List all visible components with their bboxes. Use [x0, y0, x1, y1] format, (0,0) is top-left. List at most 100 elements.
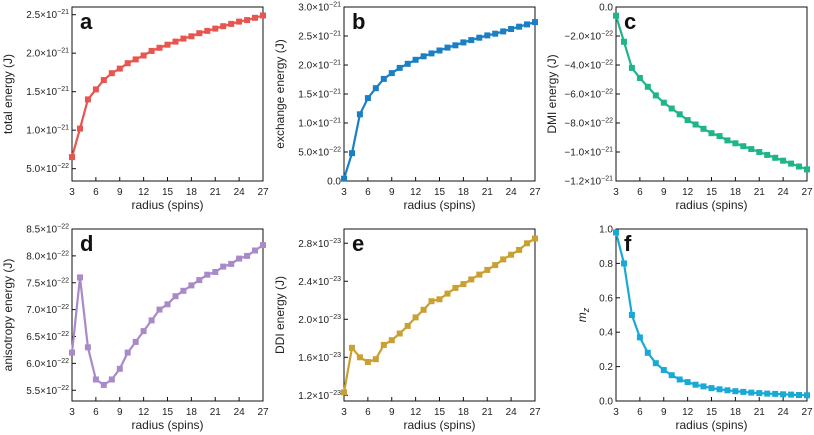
data-point: [716, 386, 723, 393]
data-point: [388, 70, 395, 77]
data-point: [684, 117, 691, 124]
data-point: [156, 44, 163, 51]
y-tick-label: 5.0×10−22: [26, 163, 69, 175]
data-point: [420, 53, 427, 60]
data-point: [476, 271, 483, 278]
data-point: [212, 269, 219, 275]
data-point: [92, 376, 99, 383]
data-point: [341, 389, 347, 396]
data-point: [108, 70, 115, 77]
data-point: [532, 235, 538, 242]
data-point: [764, 390, 771, 397]
data-point: [684, 379, 691, 386]
data-point: [164, 41, 171, 48]
x-tick-label: 24: [234, 187, 246, 198]
data-point: [356, 111, 363, 118]
x-tick-label: 12: [138, 407, 150, 418]
data-point: [100, 77, 107, 84]
data-point: [116, 365, 123, 372]
y-axis-label: mz: [575, 307, 591, 322]
y-tick-label: −8.0×10−22: [564, 118, 613, 130]
x-axis-label: radius (spins): [675, 198, 747, 212]
y-tick-label: 0.0: [599, 3, 613, 14]
x-tick-label: 9: [661, 187, 667, 198]
panel-d: 3 6 9 12 15 18 21 24 27 5.5×10−22 6.0×10−22 6.5×10−…: [1, 224, 269, 433]
x-axis-label: radius (spins): [403, 418, 475, 432]
data-point: [172, 293, 179, 300]
x-tick-label: 24: [778, 407, 790, 418]
data-point: [228, 20, 235, 27]
x-tick-label: 24: [234, 407, 246, 418]
series-line: [342, 21, 536, 180]
data-point: [260, 12, 266, 19]
data-point: [236, 18, 243, 25]
series-line: [70, 14, 264, 158]
data-point: [428, 50, 435, 57]
y-axis-label: total energy (J): [1, 54, 15, 134]
data-point: [724, 387, 731, 394]
data-point: [252, 247, 258, 254]
data-point: [148, 47, 155, 54]
data-point: [644, 83, 651, 90]
data-point: [492, 30, 499, 37]
data-point: [740, 388, 747, 395]
y-tick-label: 0.6: [599, 293, 613, 304]
data-point: [692, 121, 699, 128]
data-point: [484, 32, 491, 39]
y-tick-label: 5.0×10−22: [298, 147, 341, 159]
x-tick-label: 27: [529, 187, 541, 198]
y-tick-label: 1.6×10−23: [298, 352, 341, 364]
x-tick-label: 9: [117, 187, 123, 198]
data-point: [652, 360, 659, 367]
data-point: [372, 356, 379, 363]
x-tick-label: 24: [506, 187, 518, 198]
data-point: [228, 260, 235, 267]
data-point: [396, 64, 403, 71]
data-point: [460, 39, 467, 46]
data-point: [764, 151, 771, 158]
y-tick-label: 6.0×10−22: [26, 358, 69, 370]
x-axis-label: radius (spins): [675, 418, 747, 432]
y-tick-label: 0.0: [327, 177, 341, 188]
panel-label: b: [352, 9, 365, 34]
x-tick-label: 27: [529, 407, 541, 418]
data-point: [204, 27, 211, 34]
plot-frame: [71, 228, 264, 402]
y-axis-label: anisotropy energy (J): [1, 259, 15, 372]
data-point: [628, 312, 635, 318]
y-tick-label: 7.5×10−22: [26, 277, 69, 289]
data-point: [244, 252, 251, 259]
data-point: [140, 52, 147, 59]
data-point: [780, 391, 787, 398]
data-point: [804, 166, 810, 173]
data-point: [172, 38, 179, 45]
data-point: [613, 229, 619, 236]
y-axis-label: DMI energy (J): [545, 54, 559, 133]
data-point: [500, 256, 507, 263]
y-tick-label: −2.0×10−22: [564, 31, 613, 43]
data-point: [420, 306, 427, 313]
data-point: [621, 38, 627, 45]
data-point: [788, 391, 795, 398]
x-tick-label: 3: [613, 407, 619, 418]
x-tick-label: 24: [778, 187, 790, 198]
y-tick-label: 1.5×10−21: [26, 86, 69, 98]
data-point: [492, 262, 499, 269]
data-point: [621, 260, 627, 267]
y-tick-label: 8.0×10−22: [26, 250, 69, 262]
y-tick-label: −1.2×10−21: [564, 176, 613, 188]
data-point: [524, 21, 530, 28]
x-tick-label: 15: [434, 407, 446, 418]
data-point: [196, 277, 203, 284]
data-point: [796, 392, 802, 398]
data-point: [364, 95, 371, 102]
y-axis-label: DDI energy (J): [273, 276, 287, 354]
data-point: [84, 96, 91, 103]
data-point: [436, 47, 443, 54]
x-tick-label: 6: [93, 187, 99, 198]
y-tick-label: 1.0×10−21: [26, 125, 69, 137]
data-point: [668, 105, 675, 112]
data-point: [124, 349, 131, 356]
data-point: [156, 306, 163, 313]
x-axis-label: radius (spins): [403, 198, 475, 212]
